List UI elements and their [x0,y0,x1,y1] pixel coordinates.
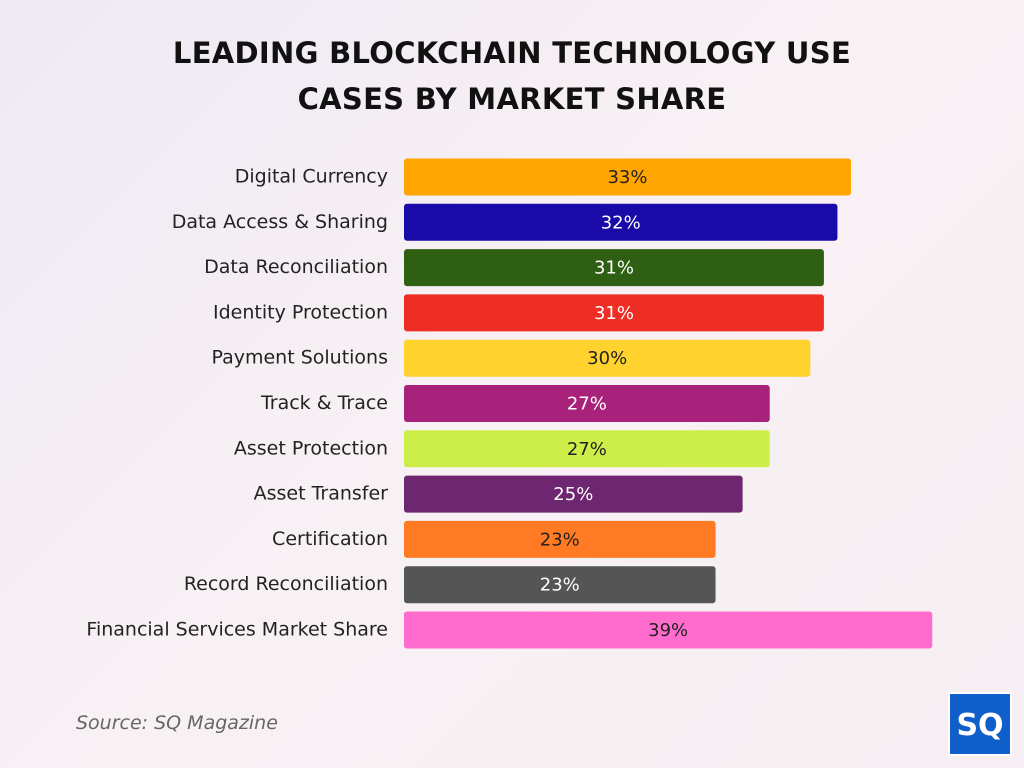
category-label: Data Reconciliation [204,256,388,278]
category-label: Identity Protection [213,301,388,323]
bar [404,611,933,649]
chart-title: LEADING BLOCKCHAIN TECHNOLOGY USE CASES … [172,36,852,116]
value-label: 27% [567,394,607,415]
category-label: Digital Currency [235,166,388,188]
bar [404,294,824,332]
source: Source: SQ Magazine [76,712,278,734]
category-label: Certification [272,528,388,550]
category-label: Track & Trace [260,392,388,414]
category-label: Asset Protection [234,437,388,459]
bar [404,520,716,558]
value-label: 23% [540,529,580,550]
value-label: 27% [567,439,607,460]
value-label: 31% [594,258,634,279]
category-label: Payment Solutions [211,347,388,369]
bar [404,475,743,513]
category-label: Record Reconciliation [184,573,388,595]
value-label: 30% [587,348,627,369]
logo: SQ [948,692,1012,756]
value-label: 32% [601,212,641,233]
category-label: Data Access & Sharing [172,211,388,233]
bar [404,158,851,196]
bar [404,430,770,468]
bar [404,566,716,604]
bar [404,249,824,287]
value-label: 33% [607,167,647,188]
bar [404,339,811,377]
value-label: 31% [594,303,634,324]
value-label: 39% [648,620,688,641]
category-label: Asset Transfer [254,483,389,505]
value-label: 25% [553,484,593,505]
value-label: 23% [540,575,580,596]
category-label: Financial Services Market Share [86,619,388,641]
bar [404,203,838,241]
bar [404,385,770,422]
